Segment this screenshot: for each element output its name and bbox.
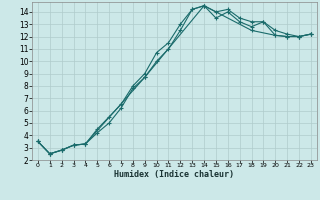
X-axis label: Humidex (Indice chaleur): Humidex (Indice chaleur) — [115, 170, 234, 179]
